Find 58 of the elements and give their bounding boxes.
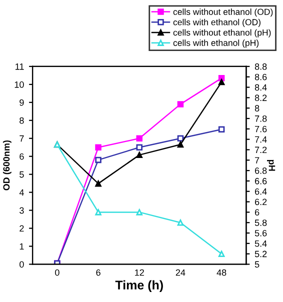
point [177, 219, 184, 226]
legend-label: cells with ethanol (pH) [173, 40, 259, 48]
y2-tick-label: 7 [255, 157, 260, 164]
y-tick-label: 0 [20, 261, 24, 268]
y-tick-label: 4 [19, 189, 24, 196]
y2-tick-label: 6.8 [255, 168, 267, 174]
point [136, 144, 143, 150]
point [136, 135, 143, 142]
y-tick-label: 7 [20, 135, 24, 142]
y2-tick-label: 5.4 [254, 240, 267, 247]
y-axis-title: OD (600nm) [2, 140, 12, 190]
point [177, 101, 184, 108]
point [177, 141, 184, 148]
y2-tick-label: 5.6 [254, 230, 267, 236]
y2-axis-title: pH [267, 160, 276, 171]
point [95, 144, 102, 150]
y2-tick-label: 8.6 [254, 74, 267, 80]
y2-tick-label: 7.4 [255, 136, 267, 143]
y-tick-label: 9 [20, 99, 24, 106]
point [177, 135, 184, 142]
y-tick-label: 2 [20, 225, 24, 232]
y2-tick-label: 5.2 [254, 250, 267, 258]
y-tick-label: 10 [14, 81, 24, 88]
x-tick-label: 6 [96, 269, 100, 276]
point [95, 180, 102, 187]
point [136, 209, 143, 216]
point [95, 156, 102, 164]
legend-label: cells with ethanol (OD) [173, 18, 260, 28]
x-tick-label: 0 [55, 269, 60, 276]
x-tick-label: 24 [176, 269, 186, 276]
y2-tick-label: 5 [254, 261, 260, 268]
point [136, 152, 143, 158]
y-tick-label: 11 [16, 64, 24, 70]
y2-tick-label: 6.4 [255, 188, 267, 195]
y2-tick-label: 6.2 [255, 198, 267, 206]
y-tick-label: 6 [20, 153, 24, 160]
x-axis-title: Time (h) [115, 280, 163, 292]
y-tick-label: 5 [20, 171, 24, 178]
y-tick-label: 1 [20, 243, 24, 250]
y2-tick-label: 6.6 [255, 178, 267, 184]
y2-tick-label: 7.2 [255, 146, 267, 153]
point [218, 78, 225, 86]
y2-tick-label: 7.6 [255, 126, 267, 132]
x-tick-label: 48 [216, 269, 226, 276]
y2-tick-label: 8.8 [254, 63, 267, 70]
y2-tick-label: 6 [255, 209, 260, 216]
y-tick-label: 3 [20, 207, 24, 214]
y-tick-label: 8 [20, 117, 24, 124]
x-tick-label: 12 [135, 269, 144, 276]
point [218, 126, 225, 133]
point [218, 250, 225, 257]
y2-tick-label: 7.8 [255, 115, 267, 122]
legend-label: cells without ethanol (OD) [173, 8, 273, 17]
legend-label: cells without ethanol (pH) [173, 29, 271, 38]
y2-tick-label: 5.8 [254, 220, 267, 226]
y2-tick-label: 8.4 [254, 84, 267, 91]
y2-tick-label: 8.2 [254, 94, 267, 102]
y2-tick-label: 8 [254, 105, 260, 112]
